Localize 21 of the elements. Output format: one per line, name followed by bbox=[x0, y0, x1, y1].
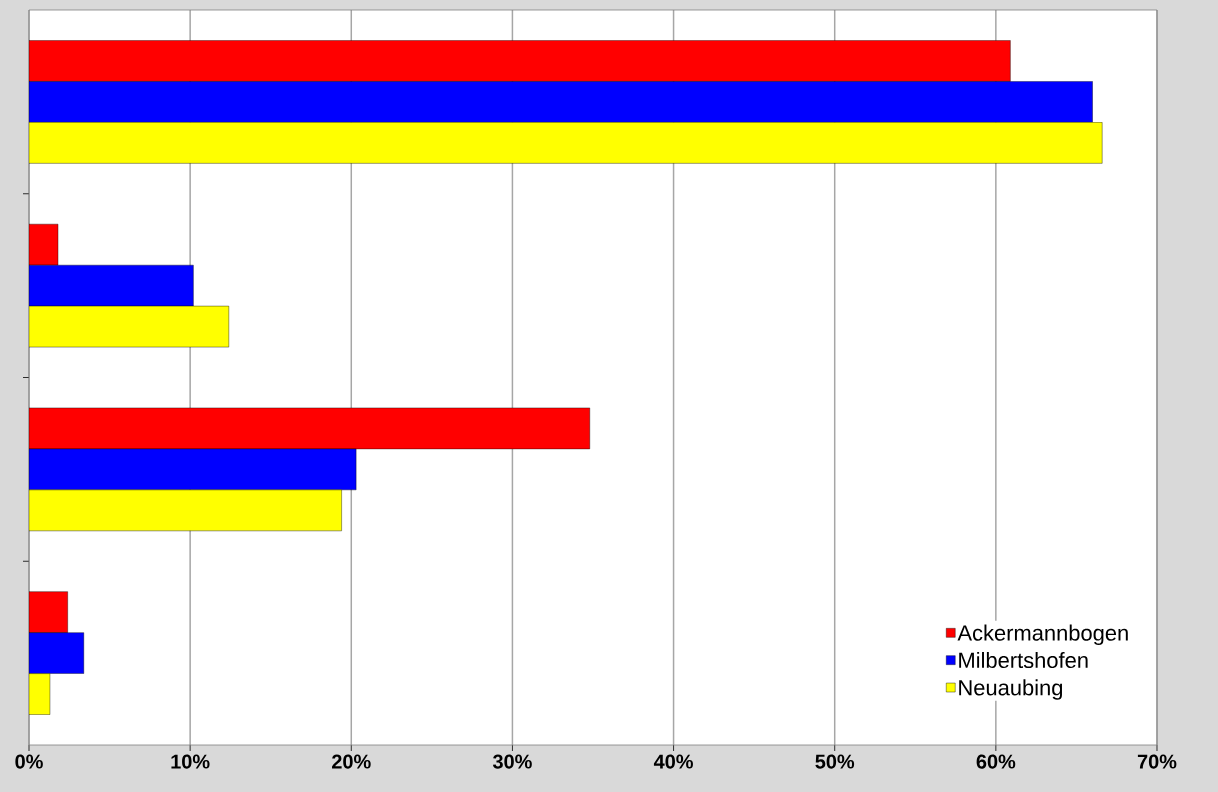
x-tick-label: 70% bbox=[1137, 754, 1177, 769]
bar bbox=[29, 632, 84, 674]
x-tick-label: 60% bbox=[976, 754, 1016, 769]
x-tick-label: 10% bbox=[171, 754, 210, 769]
bar bbox=[29, 305, 230, 348]
x-tick-label: 20% bbox=[332, 754, 371, 769]
x-tick-label: 50% bbox=[815, 754, 855, 769]
x-tick-label: 0% bbox=[15, 754, 43, 769]
legend-label: Milbertshofen bbox=[959, 651, 1088, 669]
x-tick-label: 30% bbox=[492, 754, 532, 769]
bar bbox=[29, 264, 194, 307]
bar bbox=[29, 122, 1103, 164]
bar bbox=[29, 40, 1011, 82]
legend-label: Neuaubing bbox=[959, 679, 1063, 700]
bar bbox=[29, 81, 1093, 123]
bar bbox=[29, 448, 357, 491]
x-tick-label: 40% bbox=[653, 754, 693, 769]
legend-label: Ackermannbogen bbox=[957, 624, 1128, 646]
bar bbox=[29, 591, 68, 633]
bar bbox=[29, 489, 342, 532]
bar bbox=[29, 407, 590, 450]
